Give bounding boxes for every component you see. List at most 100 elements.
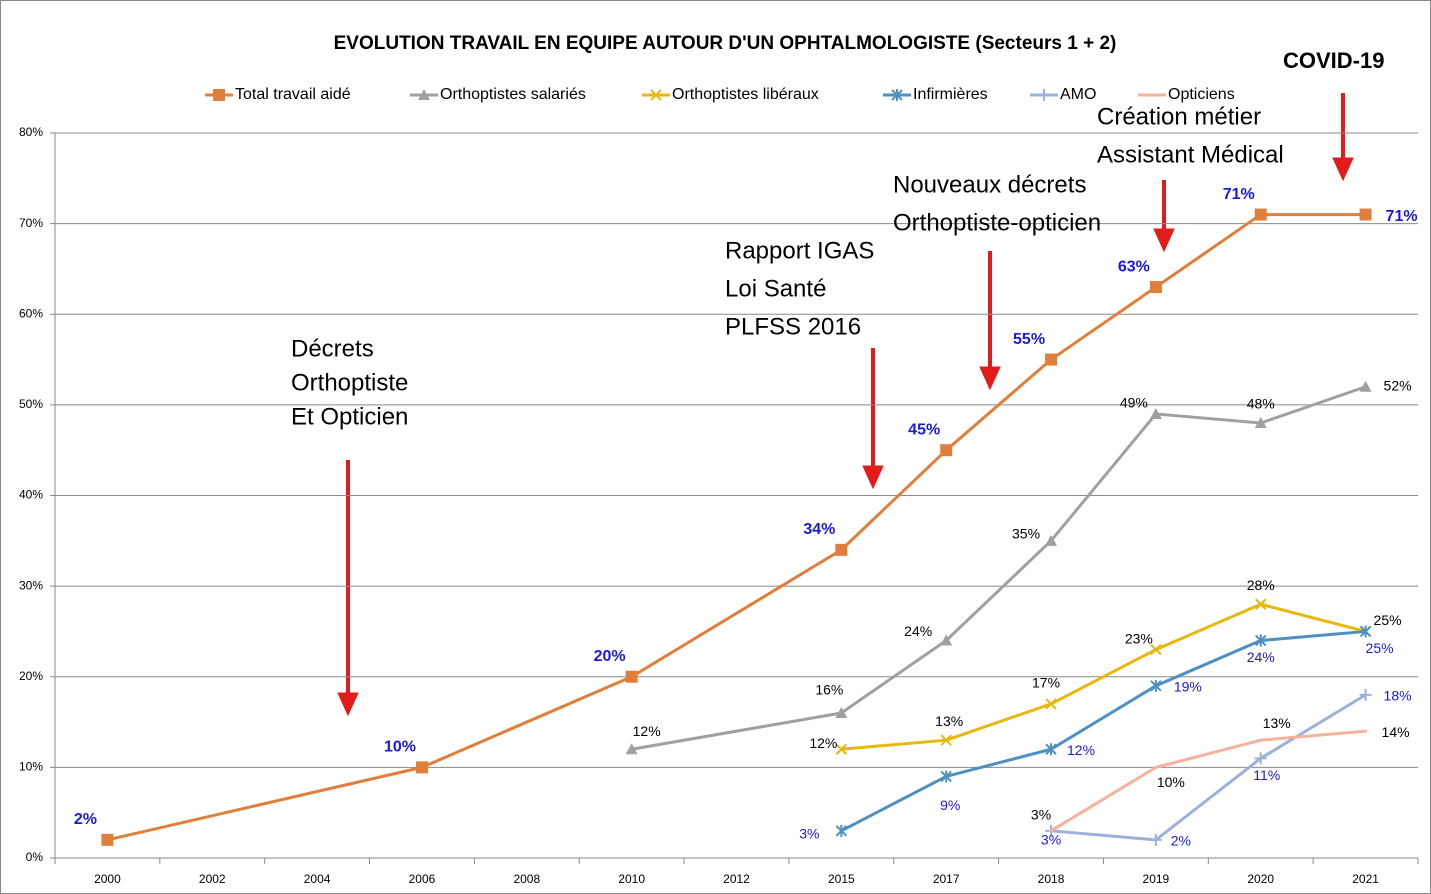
marker bbox=[940, 734, 952, 746]
line-segment bbox=[839, 738, 948, 751]
marker bbox=[650, 89, 662, 101]
data-label: 55% bbox=[1013, 331, 1045, 348]
marker bbox=[213, 89, 225, 101]
marker bbox=[1045, 743, 1057, 756]
marker bbox=[418, 89, 430, 100]
y-tick-label: 20% bbox=[19, 669, 43, 683]
data-label: 10% bbox=[384, 739, 416, 756]
legend-item: Opticiens bbox=[1138, 86, 1235, 103]
marker bbox=[1255, 634, 1267, 647]
legend-label: Opticiens bbox=[1168, 86, 1235, 103]
annotation: Assistant Médical bbox=[1097, 141, 1284, 168]
chart-title: EVOLUTION TRAVAIL EN EQUIPE AUTOUR D'UN … bbox=[334, 33, 1117, 54]
marker bbox=[940, 444, 953, 457]
annotation: COVID-19 bbox=[1283, 48, 1384, 73]
data-label: 3% bbox=[799, 826, 819, 842]
x-tick-label: 2018 bbox=[1038, 872, 1065, 886]
x-tick-label: 2004 bbox=[304, 872, 331, 886]
legend-label: Orthoptistes salariés bbox=[440, 86, 586, 103]
annotation: Loi Santé bbox=[725, 275, 826, 302]
data-label: 9% bbox=[940, 797, 960, 813]
line-segment bbox=[1154, 738, 1263, 769]
line-segment bbox=[944, 702, 1053, 742]
marker bbox=[1254, 752, 1267, 765]
data-label: 11% bbox=[1253, 767, 1280, 783]
annotation: Orthoptiste-opticien bbox=[893, 209, 1101, 236]
marker bbox=[1150, 679, 1162, 692]
marker bbox=[1359, 625, 1372, 638]
marker bbox=[1255, 598, 1267, 610]
line-segment bbox=[1154, 213, 1263, 289]
x-tick-label: 2019 bbox=[1143, 872, 1170, 886]
legend-item: AMO bbox=[1030, 86, 1096, 103]
data-label: 25% bbox=[1366, 640, 1394, 656]
line-segment bbox=[1049, 285, 1158, 362]
line-segment bbox=[420, 675, 634, 769]
marker bbox=[1149, 833, 1162, 846]
y-tick-label: 80% bbox=[19, 125, 43, 139]
y-tick-label: 10% bbox=[19, 760, 43, 774]
marker bbox=[1254, 417, 1267, 428]
data-label: 3% bbox=[1031, 807, 1051, 823]
marker bbox=[101, 833, 114, 846]
marker bbox=[1045, 534, 1058, 546]
line-segment bbox=[839, 774, 948, 833]
arrow-head bbox=[979, 366, 1001, 391]
line-segment bbox=[1154, 412, 1263, 425]
data-label: 24% bbox=[1247, 649, 1275, 665]
data-label: 18% bbox=[1384, 688, 1412, 704]
data-label: 3% bbox=[1041, 832, 1061, 848]
marker bbox=[1150, 643, 1162, 656]
arrow-head bbox=[1332, 157, 1354, 182]
marker bbox=[1149, 407, 1162, 419]
annotation: Rapport IGAS bbox=[725, 237, 874, 264]
data-label: 63% bbox=[1118, 258, 1150, 275]
marker bbox=[625, 743, 638, 755]
data-label: 48% bbox=[1247, 396, 1275, 412]
annotation: Décrets bbox=[291, 335, 374, 362]
arrow-head bbox=[862, 465, 884, 490]
annotation: PLFSS 2016 bbox=[725, 313, 861, 340]
data-label: 14% bbox=[1382, 724, 1410, 740]
annotation: Nouveaux décrets bbox=[893, 171, 1086, 198]
x-tick-label: 2002 bbox=[199, 872, 226, 886]
series: 3% 9% 12% 19% 24% 25% bbox=[799, 625, 1394, 842]
data-label: 13% bbox=[1263, 715, 1291, 731]
line-segment bbox=[1049, 765, 1158, 833]
line-segment bbox=[630, 711, 843, 751]
marker bbox=[1045, 698, 1057, 710]
marker bbox=[415, 761, 428, 774]
line-segment bbox=[1154, 602, 1263, 652]
line-segment bbox=[630, 548, 843, 679]
marker bbox=[625, 670, 638, 683]
data-label: 24% bbox=[904, 623, 932, 639]
data-label: 16% bbox=[815, 682, 843, 698]
marker bbox=[835, 707, 848, 718]
data-label: 52% bbox=[1384, 377, 1412, 393]
data-label: 25% bbox=[1374, 612, 1402, 628]
data-label: 35% bbox=[1012, 526, 1040, 542]
x-tick-label: 2010 bbox=[618, 872, 645, 886]
x-tick-label: 2006 bbox=[409, 872, 436, 886]
data-label: 28% bbox=[1247, 577, 1275, 593]
marker bbox=[1149, 281, 1162, 294]
series: 12% 13% 17% 23% 28% 25% bbox=[809, 577, 1402, 755]
marker bbox=[835, 824, 848, 837]
annotation: Et Opticien bbox=[291, 403, 408, 430]
marker bbox=[891, 89, 903, 101]
data-label: 45% bbox=[908, 421, 940, 438]
marker bbox=[1254, 208, 1267, 221]
legend-label: Orthoptistes libéraux bbox=[672, 86, 819, 103]
arrows bbox=[337, 93, 1354, 717]
data-label: 17% bbox=[1032, 675, 1060, 691]
legend-item: Orthoptistes salariés bbox=[410, 86, 586, 103]
line-segment bbox=[839, 448, 948, 552]
x-tick-label: 2020 bbox=[1247, 872, 1274, 886]
x-tick-label: 2000 bbox=[94, 872, 121, 886]
x-tick-label: 2021 bbox=[1352, 872, 1379, 886]
data-label: 19% bbox=[1174, 679, 1202, 695]
marker bbox=[835, 743, 848, 755]
x-tick-label: 2017 bbox=[933, 872, 960, 886]
y-tick-label: 30% bbox=[19, 578, 43, 592]
